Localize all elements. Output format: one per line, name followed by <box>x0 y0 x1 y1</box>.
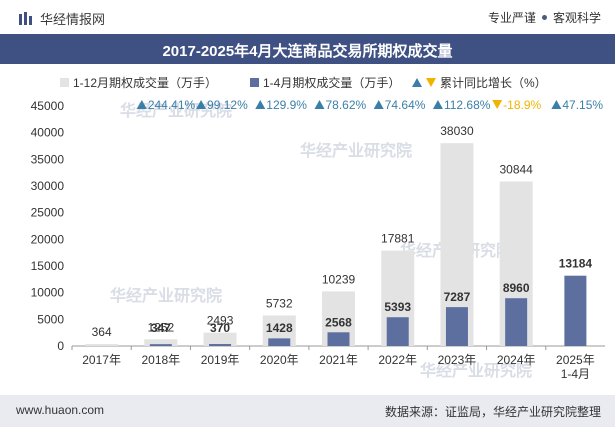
y-tick-label: 45000 <box>31 99 65 113</box>
x-tick-label: 2023年 <box>438 353 477 367</box>
bar-ytd <box>445 307 468 346</box>
legend-label-ytd: 1-4月期权成交量（万手） <box>263 76 401 90</box>
growth-label: 74.64% <box>373 98 426 112</box>
x-tick-label: 2024年 <box>497 353 536 367</box>
y-tick-label: 10000 <box>31 286 65 300</box>
x-tick-label: 2018年 <box>141 353 180 367</box>
bar-ytd <box>505 298 528 346</box>
legend-swatch-annual <box>60 78 69 87</box>
bar-ytd <box>564 275 587 346</box>
y-tick-label: 20000 <box>31 232 65 246</box>
y-tick-label: 30000 <box>31 179 65 193</box>
tagline: 专业严谨 客观科学 <box>488 9 601 26</box>
brand-logo-icon <box>19 11 32 25</box>
data-label-ytd: 13184 <box>559 257 593 271</box>
x-tick-label: 2025年 <box>556 353 595 367</box>
growth-up-icon <box>432 100 443 109</box>
data-label-ytd: 2568 <box>325 315 352 329</box>
legend-item-annual: 1-12月期权成交量（万手） <box>60 74 217 91</box>
growth-value: -18.9% <box>503 98 541 112</box>
growth-value: 244.41% <box>148 98 196 112</box>
top-bar: 华经情报网 专业严谨 客观科学 <box>0 0 615 34</box>
bar-annual <box>203 332 237 346</box>
x-tick-label: 2022年 <box>378 353 417 367</box>
bar-annual <box>85 344 119 346</box>
growth-value: 47.15% <box>562 98 603 112</box>
data-label-annual: 364 <box>92 325 112 339</box>
data-source: 数据来源：证监局，华经产业研究院整理 <box>384 405 601 419</box>
triangle-up-icon <box>412 78 422 87</box>
x-tick-label: 2021年 <box>319 353 358 367</box>
watermark-text: 华经产业研究院 <box>420 361 532 380</box>
growth-down-icon <box>492 100 503 109</box>
growth-up-icon <box>196 100 207 109</box>
data-label-annual: 10239 <box>322 272 356 286</box>
website-link[interactable]: www.huaon.com <box>16 403 105 417</box>
data-label-annual: 5732 <box>266 296 293 310</box>
y-tick-label: 40000 <box>31 126 65 140</box>
growth-label: 99.12% <box>196 98 248 112</box>
growth-label: 78.62% <box>314 98 367 112</box>
x-tick-label: 2017年 <box>82 353 121 367</box>
data-label-ytd: 370 <box>210 321 230 335</box>
data-label-ytd: 1428 <box>266 321 293 335</box>
growth-value: 99.12% <box>207 98 248 112</box>
footer: www.huaon.com 数据来源：证监局，华经产业研究院整理 <box>0 395 615 427</box>
tagline-right: 客观科学 <box>552 11 601 25</box>
y-tick-label: 25000 <box>31 206 65 220</box>
bar-chart: 华经产业研究院华经产业研究院华经产业研究院华经产业研究院华经产业研究院05000… <box>31 98 605 381</box>
data-label-annual: 38030 <box>440 124 474 138</box>
growth-value: 129.9% <box>266 98 307 112</box>
data-label-ytd: 7287 <box>444 290 471 304</box>
y-tick-label: 35000 <box>31 152 65 166</box>
bar-annual <box>144 339 178 346</box>
separator-dot-icon <box>541 15 547 20</box>
growth-up-icon <box>255 100 266 109</box>
triangle-down-icon <box>426 78 436 87</box>
title-bar: 2017-2025年4月大连商品交易所期权成交量 <box>0 34 615 64</box>
watermark-text: 华经产业研究院 <box>110 286 222 305</box>
growth-label: 244.41% <box>136 98 196 112</box>
y-tick-label: 5000 <box>37 312 64 326</box>
chart-title: 2017-2025年4月大连商品交易所期权成交量 <box>162 43 453 60</box>
brand-name: 华经情报网 <box>40 12 106 27</box>
growth-value: 112.68% <box>444 98 491 112</box>
growth-up-icon <box>136 100 147 109</box>
data-label-annual: 1252 <box>147 320 174 334</box>
bar-ytd <box>327 332 350 346</box>
growth-label: 129.9% <box>255 98 307 112</box>
legend-swatch-ytd <box>250 78 259 87</box>
growth-label: -18.9% <box>492 98 542 112</box>
bar-ytd <box>268 338 291 346</box>
x-tick-label: 2020年 <box>260 353 299 367</box>
data-label-ytd: 347 <box>151 321 171 335</box>
bar-ytd <box>149 344 172 346</box>
legend-label-growth: 累计同比增长（%） <box>440 76 547 90</box>
legend-item-growth: 累计同比增长（%） <box>412 74 547 91</box>
chart-legend: 1-12月期权成交量（万手） 1-4月期权成交量（万手） 累计同比增长（%） <box>0 74 615 96</box>
data-label-ytd: 5393 <box>384 300 411 314</box>
growth-label: 112.68% <box>432 98 491 112</box>
tagline-left: 专业严谨 <box>487 11 536 25</box>
data-label-ytd: 8960 <box>503 281 530 295</box>
data-label-annual: 17881 <box>381 232 415 246</box>
brand[interactable]: 华经情报网 <box>18 9 105 28</box>
data-label-annual: 30844 <box>499 162 533 176</box>
legend-label-annual: 1-12月期权成交量（万手） <box>73 76 218 90</box>
growth-value: 78.62% <box>326 98 367 112</box>
growth-up-icon <box>551 100 562 109</box>
growth-up-icon <box>373 100 384 109</box>
y-tick-label: 0 <box>57 339 64 353</box>
y-tick-label: 15000 <box>31 259 65 273</box>
x-tick-label: 1-4月 <box>561 367 590 381</box>
bar-ytd <box>386 317 409 346</box>
bar-ytd <box>209 344 232 346</box>
growth-value: 74.64% <box>385 98 426 112</box>
growth-up-icon <box>314 100 325 109</box>
legend-item-ytd: 1-4月期权成交量（万手） <box>250 74 400 91</box>
x-tick-label: 2019年 <box>201 353 240 367</box>
data-label-annual: 2493 <box>207 314 234 328</box>
watermark-text: 华经产业研究院 <box>300 141 412 160</box>
growth-label: 47.15% <box>551 98 603 112</box>
